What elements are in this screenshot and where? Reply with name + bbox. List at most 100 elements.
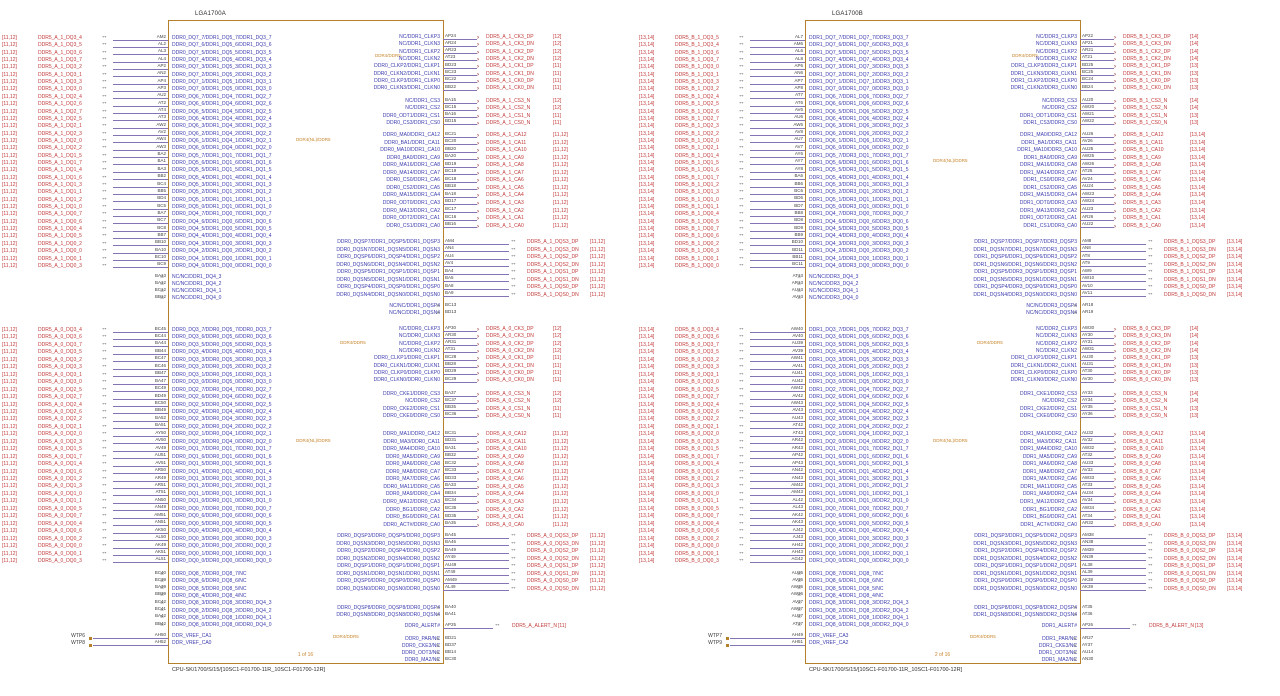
pin-label: AG42 xyxy=(791,556,803,562)
signal-label: DDR1_DQ6_6/DDR1_DQ6_6/DDR3_DQ2_6 xyxy=(809,101,909,108)
bidir-arrow-icon: ↔ xyxy=(738,459,745,467)
no-connect-icon: × xyxy=(160,621,165,629)
chevron-arrow-icon: › xyxy=(1114,170,1116,177)
net-label: DDR5_B_0_CA1 xyxy=(1123,514,1161,521)
chevron-arrow-icon: › xyxy=(477,348,479,355)
page-ref: [13] xyxy=(1190,412,1199,419)
pin-label: BB9 xyxy=(794,231,803,237)
chevron-arrow-icon: › xyxy=(1114,327,1116,333)
net-label: DDR5_A_0_DQ1_6 xyxy=(38,468,82,475)
signal-label: NC/NC/DDR3_DQ4_0 xyxy=(809,295,859,301)
wire xyxy=(113,420,168,422)
signal-label: DDR1_DQSP7/DDR1_DQSP7/DDR3_DQSP3 xyxy=(974,239,1077,245)
net-label: DDR5_B_1_DQ3_1 xyxy=(675,71,719,78)
page-ref: [13,14] xyxy=(639,49,655,56)
wire xyxy=(1080,590,1146,591)
signal-label: DDR1_CS1/DDR3_CA0 xyxy=(1023,222,1077,229)
chevron-arrow-icon: › xyxy=(1114,370,1116,377)
pin-label: AM42 xyxy=(791,481,803,487)
wire xyxy=(750,487,805,489)
signal-label: DDR0_ACT#/DDR0_CA0 xyxy=(383,521,440,528)
signal-label: DDR0_DQ7_1/DDR1_DQ5_1/DDR1_DQ3_1 xyxy=(172,79,272,86)
wire xyxy=(443,151,477,153)
net-label: DDR5_A_0_DQ3_1 xyxy=(38,371,82,378)
signal-label: DDR1_DQSP3/DDR1_DQSP5/DDR2_DQSP3 xyxy=(974,533,1077,539)
chevron-arrow-icon: › xyxy=(477,120,479,127)
bidir-arrow-icon: ↔ xyxy=(101,84,108,92)
page-ref: [11,12] xyxy=(2,64,17,71)
wire xyxy=(443,575,509,576)
wire xyxy=(1080,473,1114,475)
signal-label: DDR1_MA6/DDR2_CA8 xyxy=(1022,461,1077,468)
pin-label: AT4 xyxy=(158,107,166,112)
net-label: DDR5_A_1_DQS1_DN xyxy=(527,276,579,283)
signal-label: DDR1_DQ1_5/DDR1_DQ1_5/DDR2_DQ1_5 xyxy=(809,461,909,468)
page-ref: [11,12] xyxy=(553,514,568,521)
net-label: DDR5_B_1_DQ0_7 xyxy=(675,226,719,233)
pin-label: AW9 xyxy=(1082,267,1092,273)
net-label: DDR5_A_0_DQ0_4 xyxy=(38,520,82,527)
chevron-arrow-icon: › xyxy=(1114,378,1116,385)
page-ref: [13,14] xyxy=(1190,192,1206,199)
pin-label: AT33 xyxy=(1082,482,1093,488)
signal-label: DDR0_DQ4_0/DDR1_DQ0_0/DDR1_DQ0_0 xyxy=(172,262,272,269)
bidir-arrow-icon: ↔ xyxy=(101,99,108,107)
pin-label: BC36 xyxy=(445,411,457,417)
chevron-arrow-icon: › xyxy=(1114,113,1116,120)
page-ref: [11] xyxy=(553,369,561,376)
pin-label: BB32 xyxy=(445,452,457,458)
no-connect-icon: × xyxy=(160,577,165,585)
chevron-arrow-icon: › xyxy=(477,477,479,484)
page-ref: [14] xyxy=(1190,398,1199,405)
signal-label: DDR1_MA3/DDR2_CA11 xyxy=(1020,438,1077,445)
net-label: DDR5_B_0_DQ1_4 xyxy=(675,461,719,468)
page-ref: [11,12] xyxy=(553,184,568,191)
chevron-arrow-icon: › xyxy=(477,334,479,341)
wire xyxy=(113,245,168,247)
wire xyxy=(443,526,477,528)
no-connect-icon: × xyxy=(1073,604,1078,612)
net-label: DDR5_B_0_CA12 xyxy=(1123,431,1164,437)
signal-label: DDR1_MA8/DDR2_CA7 xyxy=(1022,468,1077,475)
net-label: DDR5_B_1_DQ2_4 xyxy=(675,93,719,100)
wire xyxy=(750,252,805,254)
wire xyxy=(113,480,168,482)
page-ref: [13,14] xyxy=(1227,540,1243,547)
signal-label: DDR1_MA4/DDR2_CA10 xyxy=(1020,446,1077,453)
signal-label: DDR1_CS0/DDR3_CA6 xyxy=(1023,177,1077,184)
wire xyxy=(750,383,805,385)
signal-label: DDR1_DQ8_3/DDR1_DQ8_3/DDR2_DQ4_3 xyxy=(809,600,909,607)
net-label: DDR5_B_0_DQ3_4 xyxy=(675,327,719,333)
pin-label: AT7 xyxy=(795,92,803,98)
net-label: DDR5_B_1_DQ1_5 xyxy=(675,159,719,166)
chevron-arrow-icon: › xyxy=(1114,64,1116,71)
bidir-arrow-icon: ↔ xyxy=(101,121,108,129)
page-number-label: 2 of 16 xyxy=(934,652,951,658)
page-ref: [13,14] xyxy=(639,64,655,71)
pin-label: BB16 xyxy=(445,221,457,227)
signal-label: NC/DDR0_CLKN3 xyxy=(398,333,440,340)
pin-label: BB42 xyxy=(154,620,166,626)
page-ref: [12] xyxy=(553,326,562,332)
wire xyxy=(443,166,477,168)
wire xyxy=(750,157,805,159)
signal-label: DDR0_DQ5_0/DDR1_DQ1_0/DDR1_DQ1_0 xyxy=(172,204,272,211)
pin-label: AP8 xyxy=(794,84,803,90)
chevron-arrow-icon: › xyxy=(477,356,479,363)
signal-label: DDR1_DQ5_0/DDR3_DQ1_0/DDR3_DQ1_0 xyxy=(809,204,909,211)
page-ref: [13,14] xyxy=(1227,246,1243,253)
no-connect-icon: × xyxy=(797,592,802,600)
net-label: DDR5_A_0_CK3_DN xyxy=(486,333,534,340)
pin-label: AV50 xyxy=(155,437,166,443)
page-ref: [13,14] xyxy=(639,123,655,130)
bidir-arrow-icon: ↔ xyxy=(101,503,108,511)
net-label: DDR5_A_0_DQ1_0 xyxy=(38,490,82,497)
signal-label: DDR1_DQSN2/DDR1_DQSN4/DDR2_DQSN2 xyxy=(973,555,1077,562)
page-ref: [14] xyxy=(1190,48,1199,55)
bidir-arrow-icon: ↔ xyxy=(101,238,108,246)
page-ref: [12] xyxy=(553,398,562,405)
signal-label: DDR1_DQ5_6/DDR3_DQ1_6/DDR3_DQ1_6 xyxy=(809,159,909,166)
signal-label: DDR0_DQ8_4/DDR0_DQ8_4/NC xyxy=(172,592,247,599)
net-label: DDR5_A_1_CK3_DP xyxy=(486,34,534,40)
signal-label: DDR0_CLKP3/DDR1_CLKP0 xyxy=(374,77,440,84)
